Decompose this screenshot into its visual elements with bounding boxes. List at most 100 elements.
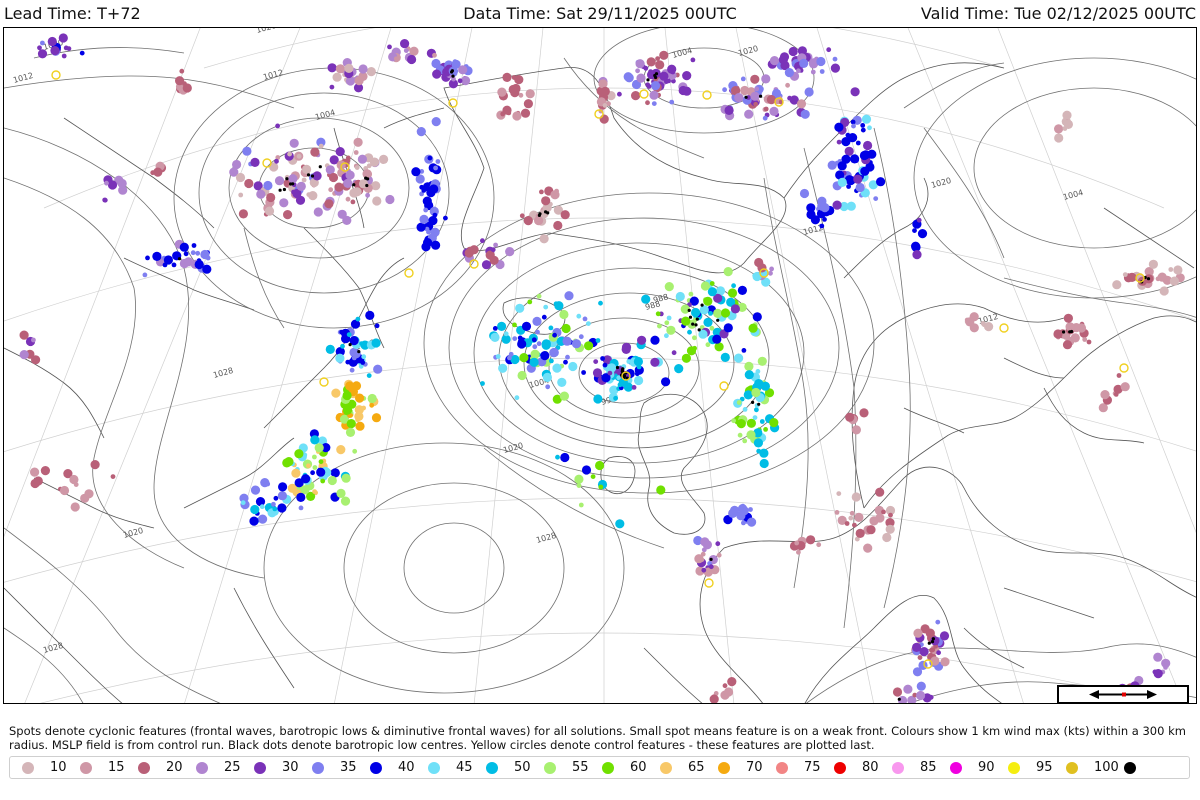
feature-spot [796, 549, 801, 555]
feature-spot [256, 189, 266, 199]
feature-spot [480, 381, 485, 386]
feature-spot [30, 478, 40, 489]
feature-spot [295, 195, 306, 205]
feature-spot [242, 146, 252, 156]
feature-spot [318, 459, 324, 465]
feature-spot [748, 507, 753, 512]
feature-spot [510, 354, 520, 365]
feature-spot [686, 346, 697, 356]
feature-spot [310, 435, 320, 445]
feature-spot [819, 69, 825, 74]
feature-spot [355, 421, 365, 431]
feature-spot [432, 52, 437, 58]
feature-spot [301, 177, 307, 183]
feature-spot [720, 352, 730, 362]
barotropic-low-dot [620, 368, 625, 372]
feature-spot [421, 188, 427, 193]
legend-label: 100 [1094, 760, 1119, 775]
feature-spot [984, 322, 994, 332]
feature-spot [358, 64, 368, 74]
feature-spot [1054, 124, 1064, 134]
legend-color-dot [544, 762, 556, 774]
feature-spot [543, 304, 549, 310]
feature-spot [163, 255, 173, 265]
feature-spot [722, 683, 728, 689]
feature-spot [885, 518, 895, 528]
feature-spot [354, 165, 360, 171]
feature-spot [1076, 323, 1087, 333]
legend-color-dot [80, 762, 92, 774]
feature-spot [863, 543, 873, 553]
feature-spot [527, 299, 533, 305]
feature-spot [771, 88, 782, 99]
feature-spot [853, 174, 863, 184]
feature-spot [860, 166, 870, 176]
control-feature-circle [639, 89, 649, 99]
feature-spot [443, 215, 448, 221]
feature-spot [328, 187, 334, 193]
feature-spot [458, 65, 468, 75]
feature-spot [766, 95, 777, 105]
barotropic-low-dot [318, 165, 322, 169]
barotropic-low-dot [691, 322, 695, 326]
feature-spot [754, 407, 759, 413]
feature-spot [698, 329, 708, 339]
feature-spot [359, 341, 364, 346]
feature-spot [306, 463, 311, 469]
legend-item: 40 [368, 760, 424, 776]
feature-spot [631, 91, 641, 101]
feature-spot [671, 78, 676, 84]
feature-spot [275, 155, 281, 160]
feature-spot [559, 309, 569, 320]
feature-spot [142, 272, 148, 278]
feature-spot [553, 205, 564, 215]
feature-spot [416, 127, 426, 137]
feature-spot [755, 369, 761, 374]
feature-spot [764, 388, 775, 398]
control-feature-circle [404, 268, 414, 278]
feature-spot [37, 49, 48, 59]
feature-spot [925, 628, 935, 638]
feature-spot [1086, 339, 1092, 345]
feature-spot [562, 336, 572, 346]
feature-spot [250, 485, 261, 495]
feature-spot [329, 84, 335, 90]
legend-color-dot [834, 762, 846, 774]
feature-spot [898, 695, 908, 703]
feature-spot [916, 217, 922, 223]
legend-color-dot [1008, 762, 1020, 774]
feature-spot [666, 325, 676, 335]
barotropic-low-dot [759, 94, 763, 98]
feature-spot [519, 353, 529, 363]
feature-spot [481, 260, 492, 270]
feature-spot [30, 467, 40, 477]
barotropic-low-dot [306, 173, 311, 177]
feature-spot [31, 337, 36, 343]
feature-spot [335, 347, 345, 357]
control-feature-circle [774, 97, 784, 107]
feature-spot [183, 251, 189, 257]
feature-spot [601, 373, 611, 383]
feature-spot [554, 301, 564, 311]
legend-item: 55 [542, 760, 598, 776]
feature-spot [598, 300, 603, 306]
feature-spot [345, 196, 351, 202]
feature-spot [930, 647, 936, 653]
control-feature-circle [1135, 273, 1145, 283]
feature-spot [722, 87, 727, 93]
isobar-label: 1012 [262, 68, 284, 82]
feature-spot [763, 106, 769, 112]
feature-spot [336, 445, 346, 455]
feature-spot [903, 684, 913, 694]
feature-spot [310, 147, 320, 157]
barotropic-low-dot [278, 188, 282, 192]
feature-spot [451, 59, 461, 69]
barotropic-low-dot [310, 174, 315, 178]
feature-spot [692, 335, 697, 341]
feature-spot [867, 149, 877, 159]
feature-spot [794, 540, 800, 546]
isobar-label: 1028 [535, 531, 557, 545]
feature-spot [369, 157, 380, 167]
feature-spot [365, 310, 375, 320]
feature-spot [523, 99, 534, 109]
